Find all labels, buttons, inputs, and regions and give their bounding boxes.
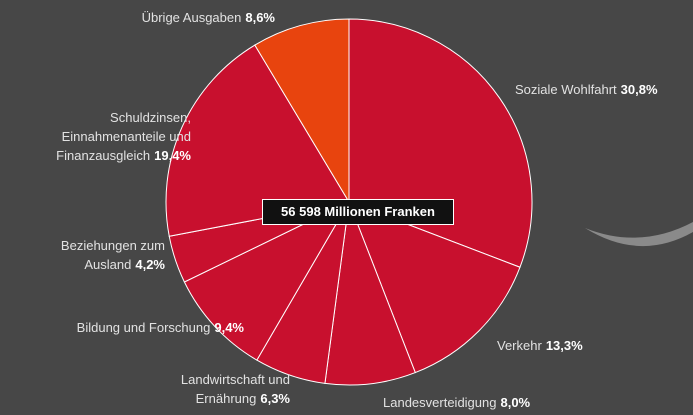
- total-label: 56 598 Millionen Franken: [262, 199, 454, 225]
- category-name: Soziale Wohlfahrt: [515, 82, 617, 97]
- pie-slice: [348, 201, 521, 374]
- slice-label: Soziale Wohlfahrt 30,8%: [515, 80, 658, 99]
- slice-label: Bildung und Forschung 9,4%: [77, 318, 244, 337]
- category-name: Landwirtschaft und Ernährung: [180, 372, 290, 406]
- value-label: 6,3%: [260, 391, 290, 406]
- value-label: 13,3%: [545, 338, 583, 353]
- value-label: 19,4%: [154, 148, 191, 163]
- pie-slice: [165, 44, 350, 237]
- slice-label: Landwirtschaft und Ernährung 6,3%: [181, 370, 290, 408]
- pie-slice: [183, 200, 351, 361]
- pie-slice: [324, 201, 416, 386]
- category-name: Landesverteidigung: [383, 395, 497, 410]
- category-name: Übrige Ausgaben: [141, 10, 242, 25]
- slice-label: Verkehr 13,3%: [497, 336, 583, 355]
- value-label: 8,6%: [245, 10, 275, 25]
- category-name: Schuldzinsen, Einnahmenanteile und Finan…: [56, 110, 191, 163]
- value-label: 4,2%: [135, 257, 165, 272]
- category-name: Verkehr: [497, 338, 542, 353]
- slice-label: Übrige Ausgaben 8,6%: [142, 8, 275, 27]
- category-name: Beziehungen zum Ausland: [60, 238, 165, 272]
- slice-label: Landesverteidigung 8,0%: [383, 393, 530, 412]
- category-name: Bildung und Forschung: [76, 320, 211, 335]
- value-label: 30,8%: [620, 82, 658, 97]
- value-label: 9,4%: [214, 320, 244, 335]
- slice-label: Schuldzinsen, Einnahmenanteile und Finan…: [56, 108, 191, 165]
- slice-label: Beziehungen zum Ausland 4,2%: [61, 236, 165, 274]
- value-label: 8,0%: [500, 395, 531, 410]
- decoration: [585, 222, 693, 247]
- pie-slice: [254, 18, 350, 204]
